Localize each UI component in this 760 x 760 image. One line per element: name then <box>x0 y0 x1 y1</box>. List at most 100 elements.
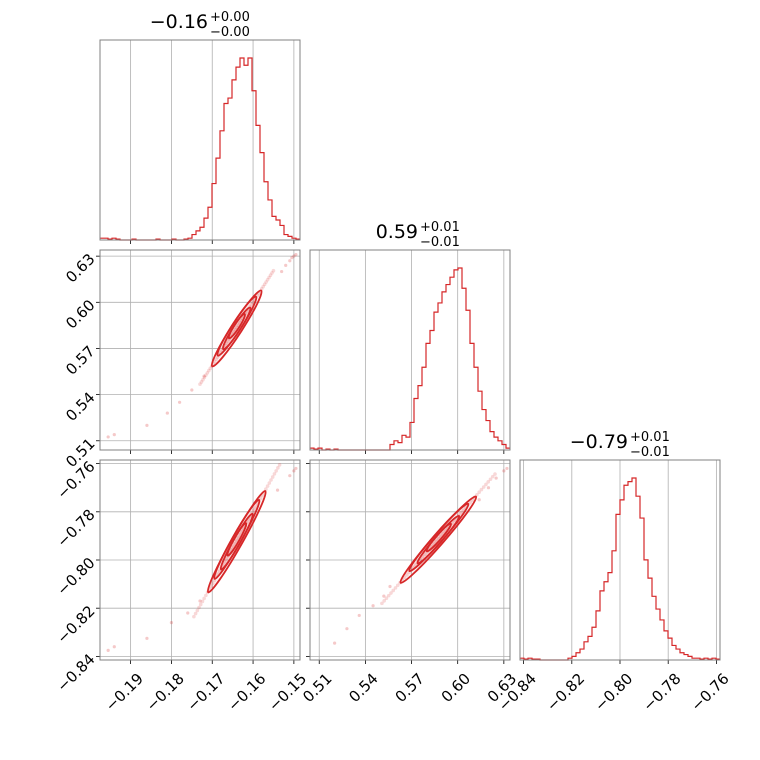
density-point <box>268 273 273 278</box>
sample-point <box>177 400 182 404</box>
density-point <box>264 487 268 491</box>
x-tick-label: −0.80 <box>591 670 636 715</box>
x-tick-label: 0.57 <box>392 670 428 706</box>
density-point <box>277 463 282 467</box>
density-point <box>262 282 267 287</box>
sample-point <box>186 611 190 615</box>
panel-title-3: −0.79 +0.01−0.01 <box>570 430 670 460</box>
x-tick-label: −0.17 <box>183 670 228 715</box>
panel-frame <box>309 459 511 661</box>
sample-point <box>502 469 506 473</box>
density-point <box>210 581 215 586</box>
density-point <box>202 375 207 380</box>
sample-point <box>371 604 375 608</box>
title-minus: −0.00 <box>210 25 250 40</box>
density-point <box>202 596 206 601</box>
histogram-panel-3: −0.84 −0.82 −0.80 −0.78 −0.76 <box>495 459 733 715</box>
density-point <box>405 573 409 577</box>
x-tick-label: −0.18 <box>143 670 188 715</box>
panel-title-2: 0.59 +0.01−0.01 <box>376 220 460 250</box>
density-point <box>423 552 427 557</box>
y-tick-label: 0.60 <box>62 296 98 332</box>
contour-level <box>227 313 246 340</box>
density-point <box>484 482 488 487</box>
title-plus: +0.01 <box>420 220 460 235</box>
density-point <box>207 368 211 373</box>
density-point <box>276 466 280 470</box>
sample-point <box>345 627 349 631</box>
title-median: −0.16 <box>150 11 208 33</box>
y-tick-label: 0.63 <box>62 250 98 286</box>
x-tick-label: 0.60 <box>438 670 474 706</box>
density-point <box>204 593 208 598</box>
sample-point <box>202 374 206 378</box>
title-median: 0.59 <box>376 221 418 243</box>
density-point <box>459 511 463 515</box>
title-plus: +0.00 <box>210 10 250 25</box>
density-point <box>258 496 263 501</box>
density-point <box>198 382 202 387</box>
sample-point <box>165 411 169 415</box>
x-tick-label: −0.78 <box>639 670 684 715</box>
panel-frame <box>99 39 301 241</box>
y-tick-label: −0.80 <box>53 554 98 599</box>
panel-plot-area <box>333 466 509 645</box>
sample-point <box>382 594 386 598</box>
density-point <box>198 602 203 607</box>
sample-point <box>505 466 509 471</box>
density-point <box>249 302 254 307</box>
sample-point <box>294 253 298 257</box>
y-tick-label: −0.82 <box>53 602 98 647</box>
density-point <box>488 477 493 482</box>
sample-point <box>145 423 149 427</box>
contour-level <box>226 522 248 557</box>
density-point <box>267 481 272 485</box>
panel-plot-area <box>106 253 298 439</box>
panel-title-1: −0.16 +0.00−0.00 <box>150 10 250 40</box>
density-point <box>269 478 273 482</box>
sample-point <box>275 488 280 492</box>
sample-point <box>290 256 294 260</box>
density-point <box>386 593 391 598</box>
density-point <box>393 586 398 590</box>
density-point <box>224 557 229 561</box>
density-point <box>389 591 393 595</box>
sample-point <box>357 613 361 618</box>
sample-point <box>284 263 288 267</box>
sample-point <box>112 433 116 437</box>
scatter-panel-1: 0.510.540.570.600.63 <box>62 249 301 471</box>
density-point <box>208 366 213 371</box>
x-tick-label: −0.16 <box>224 670 269 715</box>
sample-point <box>477 498 481 502</box>
density-point <box>214 357 218 362</box>
density-point <box>200 599 205 604</box>
panel-frame <box>99 249 301 451</box>
density-point <box>205 371 210 375</box>
density-point <box>267 275 271 280</box>
sample-point <box>288 474 292 478</box>
x-tick-label: −0.19 <box>102 670 147 715</box>
x-tick-label: −0.82 <box>543 670 588 715</box>
density-point <box>384 596 389 601</box>
density-point <box>272 472 277 476</box>
density-point <box>192 614 196 619</box>
density-point <box>261 284 265 289</box>
density-point <box>193 611 198 616</box>
density-point <box>391 588 396 593</box>
x-tick-label: 0.54 <box>345 670 381 706</box>
density-point <box>481 485 486 489</box>
panel-frame <box>99 459 301 661</box>
sample-point <box>486 486 491 490</box>
density-point <box>490 474 495 479</box>
sample-point <box>388 584 392 589</box>
density-point <box>271 268 276 273</box>
title-minus: −0.01 <box>420 235 460 250</box>
density-point <box>209 584 213 589</box>
density-point <box>195 608 200 613</box>
histogram-step <box>100 57 300 241</box>
x-tick-label: 0.51 <box>299 670 335 706</box>
density-point <box>252 508 256 513</box>
histogram-step <box>310 267 510 451</box>
y-tick-label: 0.54 <box>62 388 98 424</box>
